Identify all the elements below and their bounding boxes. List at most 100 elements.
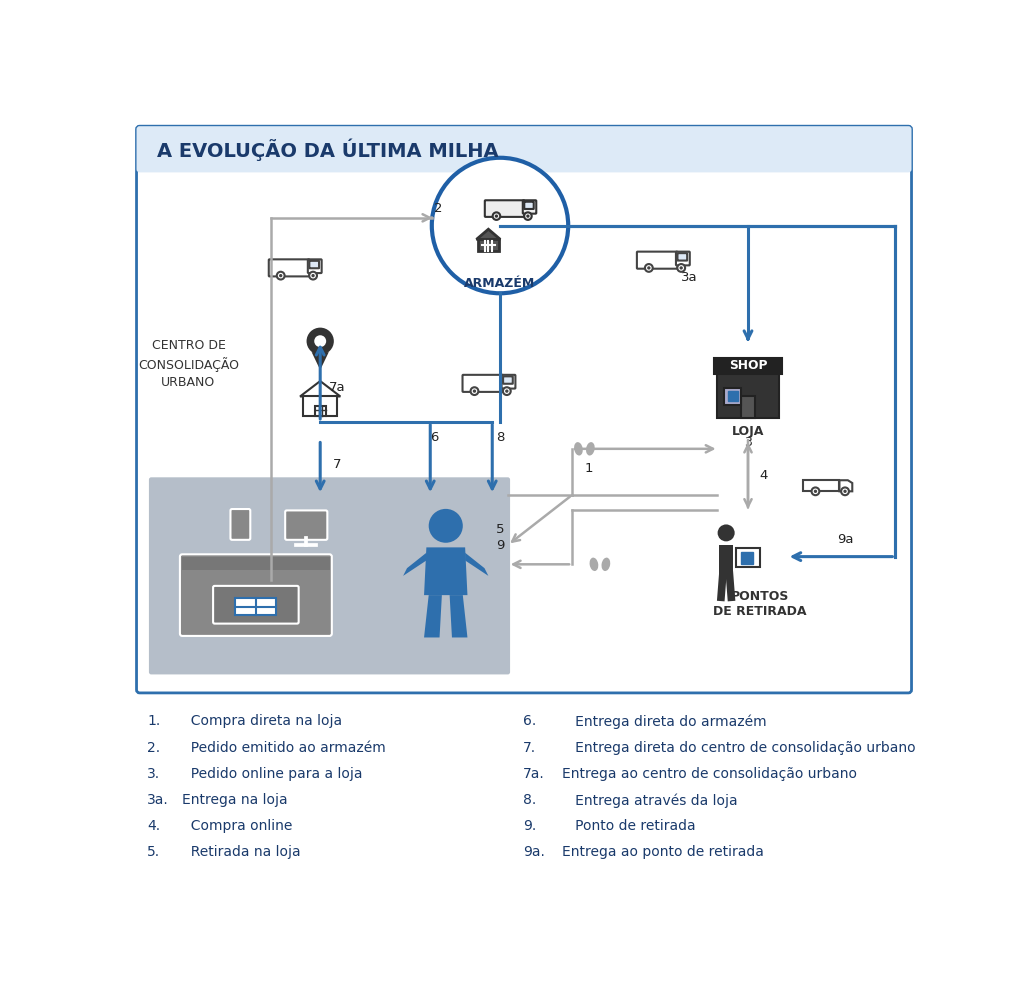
Text: Entrega ao centro de consolidação urbano: Entrega ao centro de consolidação urbano xyxy=(562,767,857,781)
FancyBboxPatch shape xyxy=(180,554,332,636)
FancyBboxPatch shape xyxy=(463,375,503,391)
FancyBboxPatch shape xyxy=(524,202,534,209)
Text: 2: 2 xyxy=(434,202,442,215)
FancyBboxPatch shape xyxy=(484,200,524,217)
FancyBboxPatch shape xyxy=(136,127,911,693)
Text: 3: 3 xyxy=(744,437,752,449)
Text: Entrega direta do armazém: Entrega direta do armazém xyxy=(562,714,767,729)
Text: Entrega na loja: Entrega na loja xyxy=(182,793,288,807)
Circle shape xyxy=(503,387,511,395)
Text: CENTRO DE
CONSOLIDAÇÃO
URBANO: CENTRO DE CONSOLIDAÇÃO URBANO xyxy=(138,339,239,389)
Text: 1: 1 xyxy=(585,462,593,475)
Text: ARMAZÉM: ARMAZÉM xyxy=(464,277,536,289)
Ellipse shape xyxy=(601,557,610,571)
Text: Entrega direta do centro de consolidação urbano: Entrega direta do centro de consolidação… xyxy=(562,741,915,754)
Circle shape xyxy=(429,509,463,542)
Text: 4.: 4. xyxy=(147,819,161,833)
FancyBboxPatch shape xyxy=(285,510,328,540)
Text: 9a: 9a xyxy=(837,534,853,546)
FancyBboxPatch shape xyxy=(308,259,322,273)
Text: 9.: 9. xyxy=(523,819,537,833)
Text: 3a: 3a xyxy=(681,272,697,284)
Circle shape xyxy=(471,387,478,395)
FancyBboxPatch shape xyxy=(136,127,911,173)
Bar xyxy=(803,481,840,491)
Bar xyxy=(741,396,755,418)
Polygon shape xyxy=(424,595,442,638)
Text: 3.: 3. xyxy=(147,767,161,781)
Text: 5: 5 xyxy=(496,523,504,537)
Text: PONTOS
DE RETIRADA: PONTOS DE RETIRADA xyxy=(713,591,806,618)
Circle shape xyxy=(677,264,685,272)
FancyBboxPatch shape xyxy=(523,200,537,214)
FancyBboxPatch shape xyxy=(309,261,319,268)
Text: A EVOLUÇÃO DA ÚLTIMA MILHA: A EVOLUÇÃO DA ÚLTIMA MILHA xyxy=(158,138,499,161)
Text: Compra online: Compra online xyxy=(182,819,293,833)
Text: Compra direta na loja: Compra direta na loja xyxy=(182,714,342,729)
Circle shape xyxy=(814,490,817,493)
Text: Retirada na loja: Retirada na loja xyxy=(182,846,301,859)
Text: 1.: 1. xyxy=(147,714,161,729)
Bar xyxy=(478,239,499,251)
FancyBboxPatch shape xyxy=(502,375,515,388)
Polygon shape xyxy=(476,230,501,239)
Circle shape xyxy=(493,212,501,220)
Text: 7a.: 7a. xyxy=(523,767,545,781)
Bar xyxy=(717,371,778,418)
Bar xyxy=(727,390,737,400)
Text: 8.: 8. xyxy=(523,793,537,807)
Circle shape xyxy=(718,525,734,542)
Text: LOJA: LOJA xyxy=(732,426,764,439)
FancyBboxPatch shape xyxy=(503,377,513,384)
Bar xyxy=(314,406,326,417)
Circle shape xyxy=(841,488,849,495)
Ellipse shape xyxy=(574,442,583,455)
Circle shape xyxy=(645,264,652,272)
Circle shape xyxy=(526,215,529,218)
Text: 9a.: 9a. xyxy=(523,846,545,859)
FancyBboxPatch shape xyxy=(678,253,687,261)
Text: 6: 6 xyxy=(430,431,438,443)
Bar xyxy=(182,556,330,571)
Circle shape xyxy=(495,215,498,218)
Polygon shape xyxy=(465,552,488,576)
Circle shape xyxy=(473,389,476,392)
Bar xyxy=(724,388,741,405)
Text: Pedido online para a loja: Pedido online para a loja xyxy=(182,767,362,781)
FancyBboxPatch shape xyxy=(230,509,250,540)
Polygon shape xyxy=(424,547,467,595)
Bar xyxy=(714,358,782,374)
FancyBboxPatch shape xyxy=(637,252,678,269)
Circle shape xyxy=(432,158,568,293)
Polygon shape xyxy=(719,544,733,575)
Circle shape xyxy=(647,266,650,270)
Circle shape xyxy=(309,272,317,280)
Polygon shape xyxy=(840,481,852,491)
Circle shape xyxy=(306,328,334,355)
Text: 7: 7 xyxy=(333,458,341,471)
Text: 8: 8 xyxy=(496,431,504,443)
FancyBboxPatch shape xyxy=(676,252,690,266)
Circle shape xyxy=(524,212,531,220)
Bar xyxy=(303,396,337,417)
Text: Pedido emitido ao armazém: Pedido emitido ao armazém xyxy=(182,741,386,754)
Circle shape xyxy=(844,490,847,493)
Circle shape xyxy=(505,389,509,392)
Circle shape xyxy=(680,266,683,270)
Text: Entrega ao ponto de retirada: Entrega ao ponto de retirada xyxy=(562,846,764,859)
Text: 6.: 6. xyxy=(523,714,537,729)
FancyBboxPatch shape xyxy=(148,478,510,674)
Bar xyxy=(736,548,760,567)
Polygon shape xyxy=(403,552,426,576)
Text: 7a: 7a xyxy=(329,381,345,393)
Circle shape xyxy=(279,274,283,278)
Text: 5.: 5. xyxy=(147,846,161,859)
Ellipse shape xyxy=(590,557,598,571)
Text: 2.: 2. xyxy=(147,741,161,754)
Circle shape xyxy=(812,488,819,495)
Circle shape xyxy=(311,274,314,278)
FancyBboxPatch shape xyxy=(213,586,299,624)
Bar xyxy=(236,598,276,615)
Polygon shape xyxy=(311,352,329,370)
Text: 3a.: 3a. xyxy=(147,793,169,807)
